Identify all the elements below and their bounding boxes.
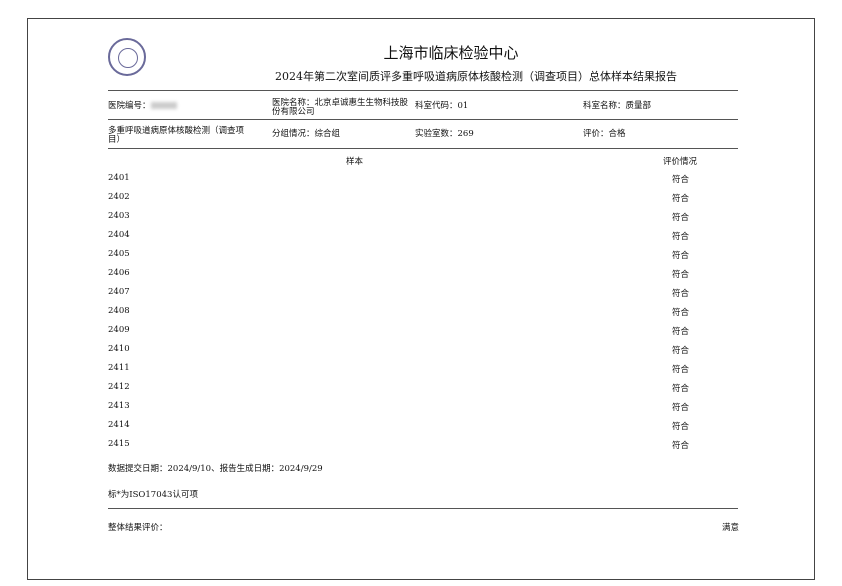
table-row: 2404 符合 <box>108 230 738 242</box>
sample-eval: 符合 <box>672 384 690 394</box>
divider <box>108 119 738 120</box>
divider <box>108 90 738 91</box>
table-row: 2413 符合 <box>108 401 738 413</box>
evaluation: 评价：合格 <box>583 129 626 139</box>
table-row: 2415 符合 <box>108 439 738 451</box>
table-row: 2409 符合 <box>108 325 738 337</box>
sample-id: 2408 <box>108 306 130 316</box>
sample-id: 2407 <box>108 287 130 297</box>
divider <box>108 148 738 149</box>
sample-id: 2414 <box>108 420 130 430</box>
table-row: 2411 符合 <box>108 363 738 375</box>
sample-eval: 符合 <box>672 308 690 318</box>
sample-eval: 符合 <box>672 441 690 451</box>
table-row: 2410 符合 <box>108 344 738 356</box>
sample-eval: 符合 <box>672 403 690 413</box>
lab-count: 实验室数：269 <box>415 129 474 139</box>
project: 多重呼吸道病原体核酸检测（调查项 目） <box>108 127 244 145</box>
sample-id: 2412 <box>108 382 130 392</box>
project-line2: 目） <box>108 135 126 145</box>
sample-eval: 符合 <box>672 251 690 261</box>
sample-id: 2415 <box>108 439 130 449</box>
sample-id: 2402 <box>108 192 130 202</box>
sample-id: 2410 <box>108 344 130 354</box>
sample-id: 2411 <box>108 363 130 373</box>
dept-code: 科室代码：01 <box>415 101 469 111</box>
sample-eval: 符合 <box>672 289 690 299</box>
table-row: 2406 符合 <box>108 268 738 280</box>
hospital-name-line2: 份有限公司 <box>272 107 315 117</box>
table-row: 2414 符合 <box>108 420 738 432</box>
org-title: 上海市临床检验中心 <box>383 44 519 62</box>
col-header-eval: 评价情况 <box>663 157 698 167</box>
group: 分组情况：综合组 <box>272 129 341 139</box>
table-row: 2412 符合 <box>108 382 738 394</box>
overall-value: 满意 <box>722 523 740 533</box>
sample-id: 2413 <box>108 401 130 411</box>
sample-eval: 符合 <box>672 346 690 356</box>
sample-id: 2406 <box>108 268 130 278</box>
iso-note: 标*为ISO17043认可项 <box>108 490 198 500</box>
col-header-sample: 样本 <box>346 157 364 167</box>
sample-eval: 符合 <box>672 327 690 337</box>
hospital-no: 医院编号： <box>108 99 177 111</box>
sample-id: 2405 <box>108 249 130 259</box>
sample-eval: 符合 <box>672 213 690 223</box>
sample-eval: 符合 <box>672 365 690 375</box>
table-row: 2408 符合 <box>108 306 738 318</box>
table-row: 2405 符合 <box>108 249 738 261</box>
page-border <box>27 18 815 580</box>
hospital-name-line1: 医院名称：北京卓诚惠生生物科技股 <box>272 98 409 108</box>
sample-eval: 符合 <box>672 232 690 242</box>
sample-eval: 符合 <box>672 175 690 185</box>
sample-id: 2409 <box>108 325 130 335</box>
hospital-no-label: 医院编号： <box>108 101 151 111</box>
sample-id: 2403 <box>108 211 130 221</box>
project-line1: 多重呼吸道病原体核酸检测（调查项 <box>108 126 245 136</box>
hospital-name: 医院名称：北京卓诚惠生生物科技股 份有限公司 <box>272 99 408 117</box>
sample-id: 2404 <box>108 230 130 240</box>
table-row: 2402 符合 <box>108 192 738 204</box>
table-row: 2407 符合 <box>108 287 738 299</box>
sample-id: 2401 <box>108 173 130 183</box>
redacted-value <box>150 102 177 109</box>
logo-seal <box>108 38 146 76</box>
divider <box>108 508 738 509</box>
report-title: 2024年第二次室间质评多重呼吸道病原体核酸检测（调查项目）总体样本结果报告 <box>275 70 677 83</box>
sample-eval: 符合 <box>672 194 690 204</box>
dates: 数据提交日期：2024/9/10、报告生成日期：2024/9/29 <box>108 464 323 474</box>
sample-eval: 符合 <box>672 270 690 280</box>
overall-label: 整体结果评价： <box>108 523 168 533</box>
dept-name: 科室名称：质量部 <box>583 101 652 111</box>
table-row: 2403 符合 <box>108 211 738 223</box>
sample-eval: 符合 <box>672 422 690 432</box>
table-row: 2401 符合 <box>108 173 738 185</box>
